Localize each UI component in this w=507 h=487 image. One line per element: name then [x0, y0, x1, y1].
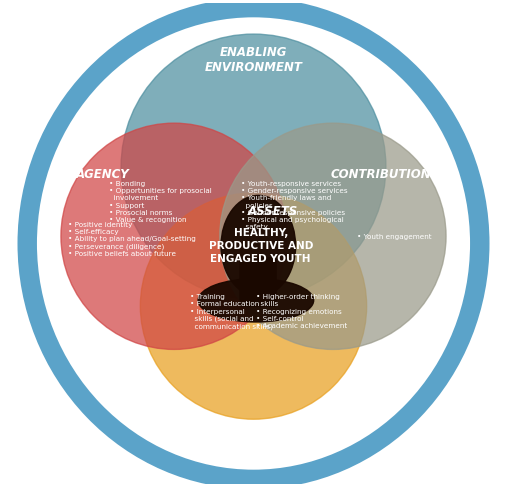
Text: AGENCY: AGENCY: [76, 169, 129, 181]
Text: CONTRIBUTION: CONTRIBUTION: [331, 169, 431, 181]
Text: • Positive identity
• Self-efficacy
• Ability to plan ahead/Goal-setting
• Perse: • Positive identity • Self-efficacy • Ab…: [68, 222, 196, 257]
Ellipse shape: [221, 195, 296, 297]
Circle shape: [121, 34, 386, 299]
Text: ENABLING
ENVIRONMENT: ENABLING ENVIRONMENT: [204, 46, 303, 74]
Text: • Youth-responsive services
• Gender-responsive services
• Youth-friendly laws a: • Youth-responsive services • Gender-res…: [241, 181, 348, 230]
Text: • Training
• Formal education
• Interpersonal
  skills (social and
  communicati: • Training • Formal education • Interper…: [190, 294, 273, 330]
Text: • Higher-order thinking
  skills
• Recognizing emotions
• Self-control
• Academi: • Higher-order thinking skills • Recogni…: [256, 294, 347, 329]
Text: • Youth engagement: • Youth engagement: [357, 234, 431, 240]
Circle shape: [61, 123, 287, 349]
Text: • Bonding
• Opportunities for prosocial
  involvement
• Support
• Prosocial norm: • Bonding • Opportunities for prosocial …: [109, 181, 212, 223]
Ellipse shape: [198, 279, 314, 322]
FancyBboxPatch shape: [240, 258, 276, 306]
Text: HEALTHY,
PRODUCTIVE AND
ENGAGED YOUTH: HEALTHY, PRODUCTIVE AND ENGAGED YOUTH: [208, 228, 313, 264]
Circle shape: [140, 193, 367, 419]
Text: ASSETS: ASSETS: [247, 205, 298, 218]
Circle shape: [220, 123, 446, 349]
